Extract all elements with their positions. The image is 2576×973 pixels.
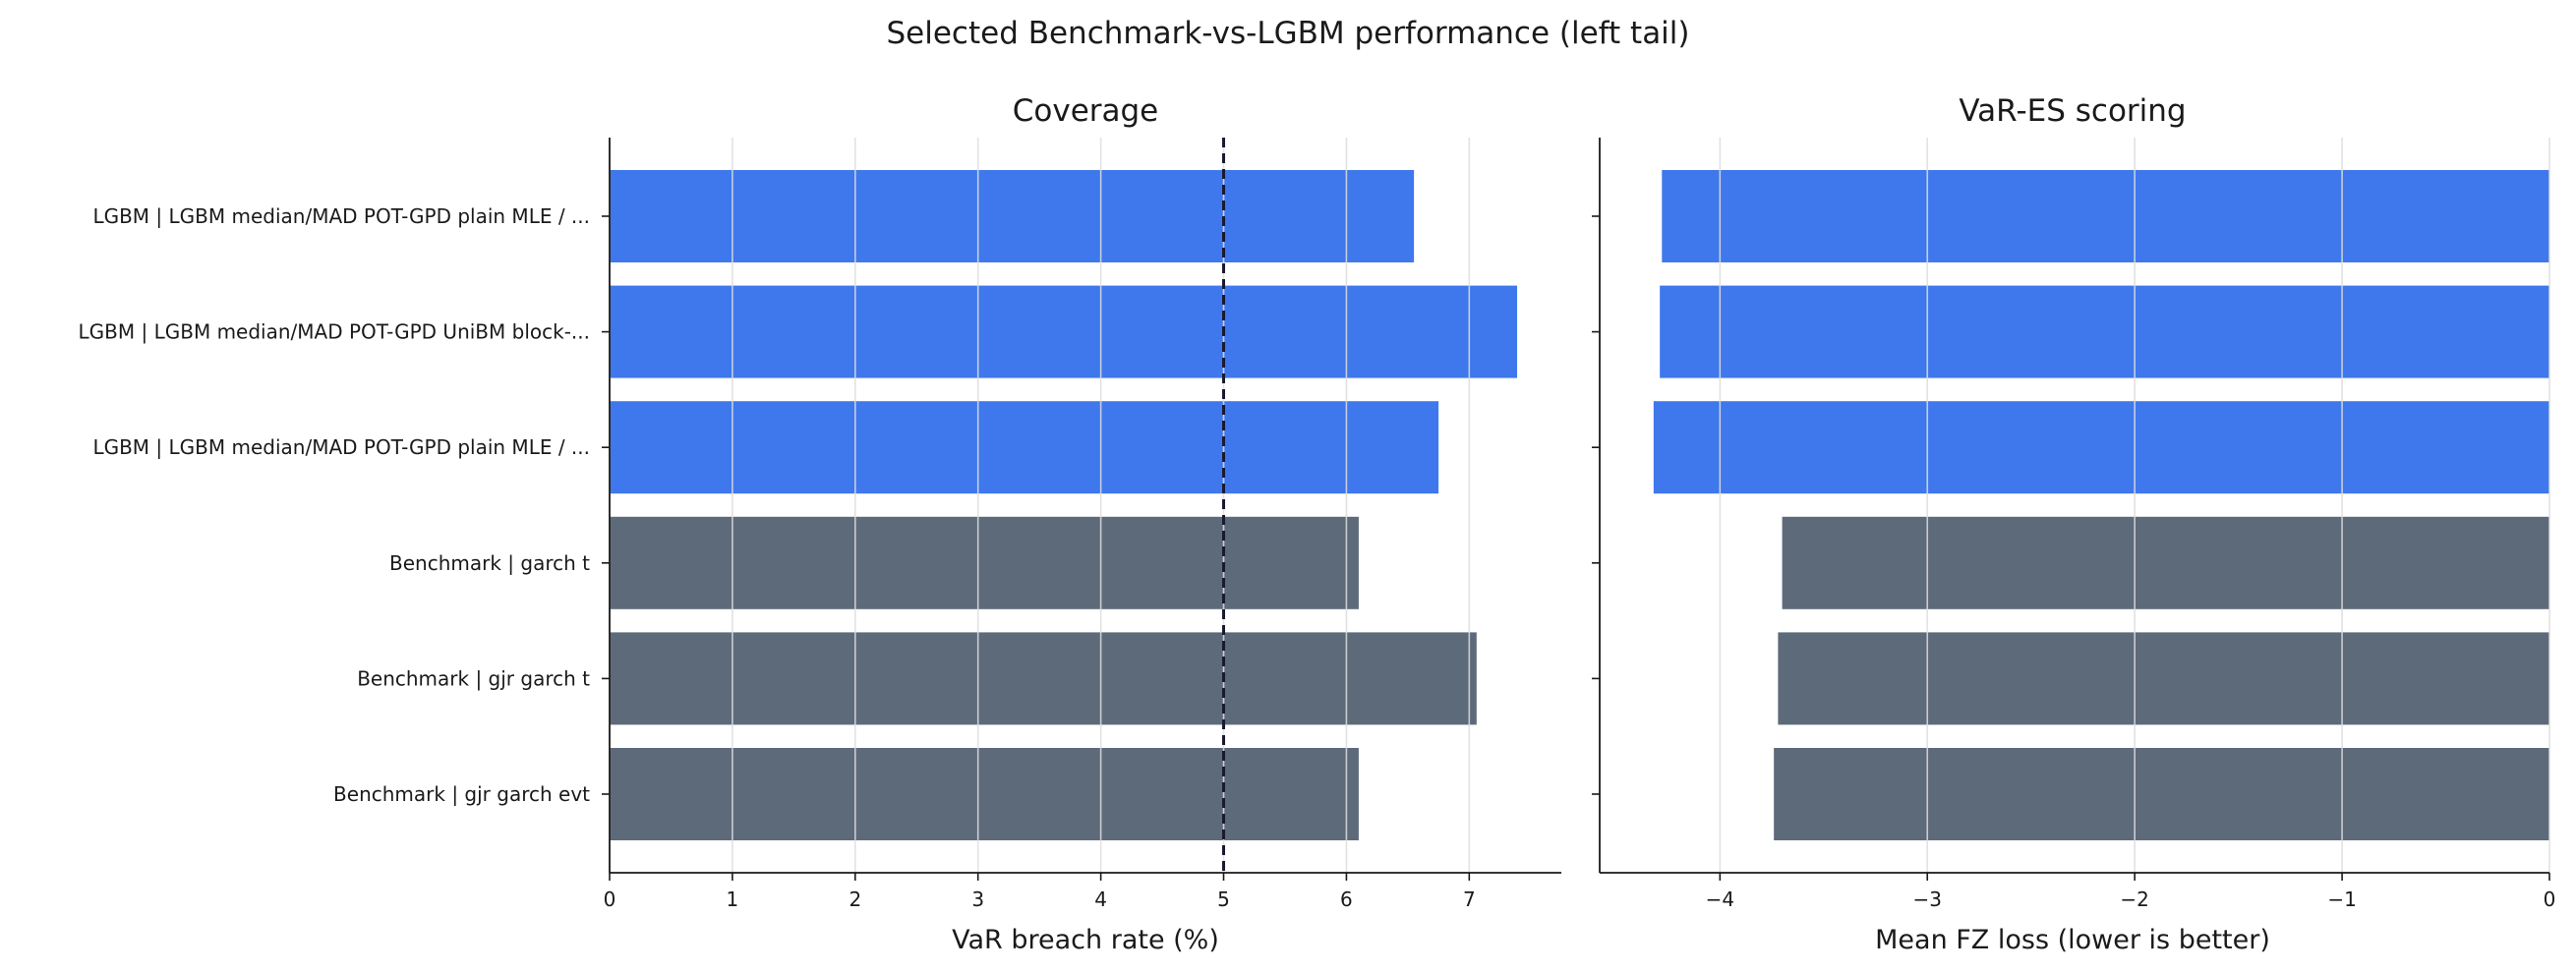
category-label-1: LGBM | LGBM median/MAD POT-GPD UniBM blo… bbox=[79, 320, 590, 344]
coverage-x-tick-label-5: 5 bbox=[1217, 887, 1230, 911]
scoring-x-tick-label-2: −2 bbox=[2120, 887, 2148, 911]
coverage-x-axis-label: VaR breach rate (%) bbox=[952, 925, 1219, 955]
coverage-bars bbox=[610, 170, 1518, 840]
scoring-axes bbox=[1599, 138, 2549, 874]
coverage-bar-0 bbox=[610, 170, 1415, 262]
coverage-x-tick-label-0: 0 bbox=[604, 887, 616, 911]
scoring-x-ticks: −4 −3 −2 −1 0 bbox=[1706, 873, 2556, 911]
scoring-bar-4 bbox=[1778, 632, 2549, 725]
coverage-axes bbox=[609, 138, 1561, 874]
scoring-title: VaR-ES scoring bbox=[1959, 93, 2186, 129]
coverage-x-tick-label-2: 2 bbox=[849, 887, 861, 911]
coverage-bar-5 bbox=[610, 748, 1359, 840]
scoring-y-ticks bbox=[1592, 215, 1600, 795]
category-label-3: Benchmark | garch t bbox=[389, 551, 590, 575]
category-label-5: Benchmark | gjr garch evt bbox=[333, 782, 590, 806]
coverage-x-ticks: 0 1 2 3 4 5 6 7 bbox=[604, 873, 1476, 911]
coverage-title: Coverage bbox=[1013, 93, 1159, 129]
category-label-0: LGBM | LGBM median/MAD POT-GPD plain MLE… bbox=[92, 204, 590, 228]
coverage-bar-4 bbox=[610, 632, 1477, 725]
coverage-x-tick-label-7: 7 bbox=[1463, 887, 1476, 911]
coverage-bar-2 bbox=[610, 401, 1439, 494]
scoring-bar-0 bbox=[1662, 170, 2549, 262]
scoring-grid bbox=[1719, 138, 2550, 873]
coverage-x-tick-label-4: 4 bbox=[1094, 887, 1107, 911]
scoring-x-tick-label-3: −1 bbox=[2327, 887, 2356, 911]
category-label-2: LGBM | LGBM median/MAD POT-GPD plain MLE… bbox=[92, 435, 590, 459]
scoring-x-tick-label-1: −3 bbox=[1913, 887, 1942, 911]
chart-suptitle: Selected Benchmark-vs-LGBM performance (… bbox=[886, 16, 1689, 51]
scoring-bar-3 bbox=[1782, 516, 2549, 609]
scoring-x-tick-label-0: −4 bbox=[1706, 887, 1734, 911]
scoring-bars bbox=[1653, 170, 2549, 840]
category-label-4: Benchmark | gjr garch t bbox=[357, 666, 590, 690]
coverage-x-tick-label-1: 1 bbox=[727, 887, 739, 911]
scoring-x-axis-label: Mean FZ loss (lower is better) bbox=[1875, 925, 2270, 955]
coverage-y-ticks: LGBM | LGBM median/MAD POT-GPD plain MLE… bbox=[79, 204, 610, 806]
scoring-panel: VaR-ES scoring −4 −3 −2 −1 0 Mean FZ loss (l… bbox=[1592, 93, 2555, 955]
coverage-bar-3 bbox=[610, 516, 1359, 609]
scoring-bar-1 bbox=[1660, 285, 2549, 378]
coverage-panel: Coverage 0 1 2 3 4 5 6 7 LGBM | LGBM median/MAD… bbox=[79, 93, 1561, 955]
scoring-bar-2 bbox=[1653, 401, 2549, 494]
scoring-x-tick-label-4: 0 bbox=[2544, 887, 2556, 911]
coverage-x-tick-label-6: 6 bbox=[1340, 887, 1353, 911]
coverage-x-tick-label-3: 3 bbox=[971, 887, 984, 911]
coverage-bar-1 bbox=[610, 285, 1518, 378]
scoring-bar-5 bbox=[1774, 748, 2549, 840]
